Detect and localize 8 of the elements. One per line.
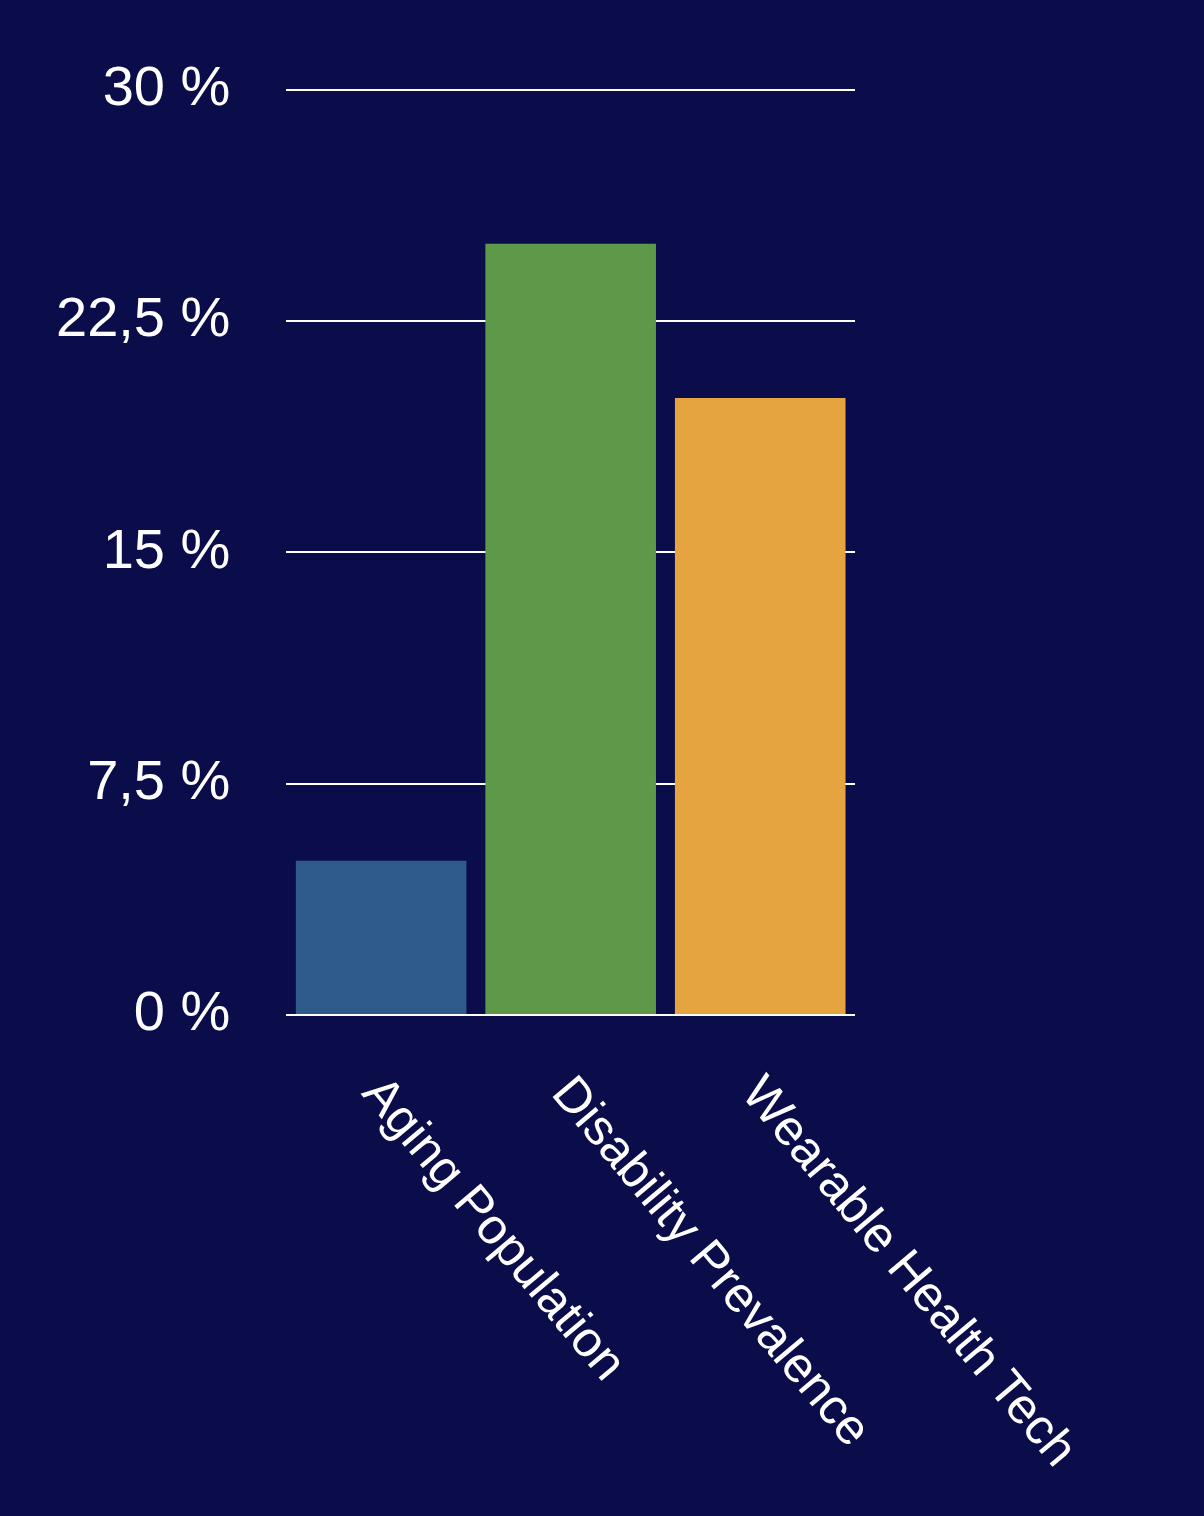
y-tick-label: 30 %	[102, 54, 231, 118]
y-tick-label: 22,5 %	[56, 285, 231, 349]
y-tick-label: 7,5 %	[87, 748, 231, 812]
bar	[674, 398, 846, 1014]
bar	[485, 243, 656, 1014]
y-tick-label: 0 %	[133, 979, 231, 1043]
y-tick-label: 15 %	[102, 516, 231, 580]
bar	[295, 860, 467, 1014]
